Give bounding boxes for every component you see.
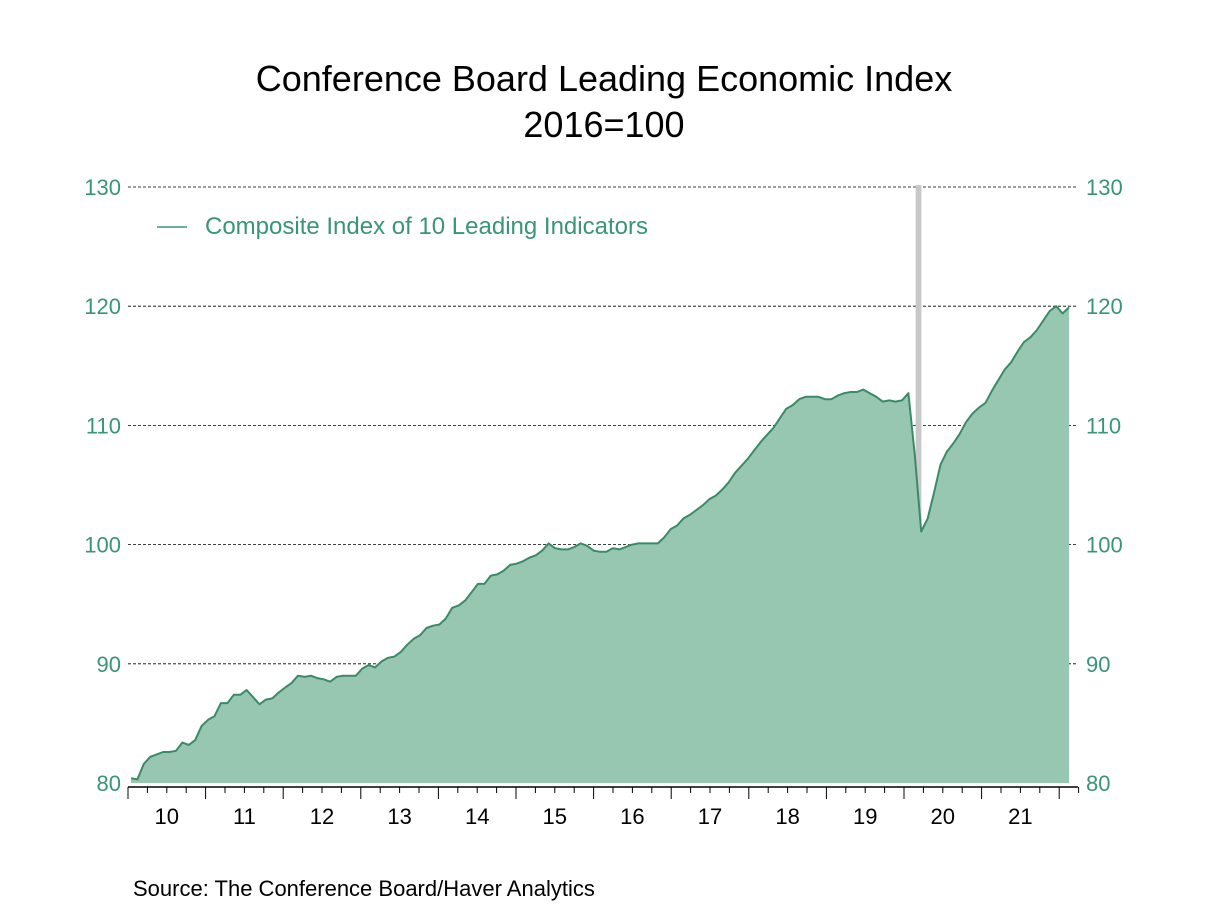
y-axis-left: 80 90 100 110 120 130	[84, 175, 121, 796]
y-tick-label-right: 100	[1086, 533, 1123, 558]
x-tick-label: 13	[387, 804, 411, 829]
y-tick-label-right: 110	[1086, 413, 1121, 438]
x-tick-label: 20	[931, 804, 955, 829]
y-tick-label-right: 80	[1086, 771, 1110, 796]
series-line	[130, 305, 1070, 781]
y-tick-label-left: 80	[97, 771, 121, 796]
x-tick-label: 17	[698, 804, 722, 829]
y-tick-label-left: 120	[84, 294, 121, 319]
series-fill	[131, 306, 1069, 783]
y-tick-label-right: 90	[1086, 652, 1110, 677]
x-tick-label: 11	[233, 804, 256, 829]
y-tick-label-left: 90	[97, 652, 121, 677]
y-axis-right: 80 90 100 110 120 130	[1086, 175, 1123, 796]
y-tick-label-right: 130	[1086, 175, 1123, 200]
chart-subtitle: 2016=100	[523, 104, 684, 145]
y-tick-label-right: 120	[1086, 294, 1123, 319]
x-tick-label: 21	[1008, 804, 1032, 829]
recession-bar	[915, 185, 922, 783]
legend: Composite Index of 10 Leading Indicators	[157, 213, 648, 240]
recession-shading	[915, 185, 922, 783]
x-tick-label: 19	[853, 804, 877, 829]
x-tick-label: 12	[310, 804, 334, 829]
x-tick-label: 10	[155, 804, 179, 829]
x-tick-label: 15	[543, 804, 567, 829]
y-tick-label-left: 130	[84, 175, 121, 200]
x-tick-label: 18	[775, 804, 799, 829]
chart-title: Conference Board Leading Economic Index	[256, 58, 952, 99]
y-tick-label-left: 100	[84, 533, 121, 558]
source-note: Source: The Conference Board/Haver Analy…	[133, 876, 595, 901]
y-tick-label-left: 110	[86, 413, 121, 438]
x-tick-label: 14	[465, 804, 489, 829]
legend-label: Composite Index of 10 Leading Indicators	[205, 213, 648, 240]
series-area	[130, 305, 1070, 783]
x-tick-label: 16	[620, 804, 644, 829]
x-axis: 10 11 12 13 14 15 16 17 18 19 20 21	[127, 786, 1080, 829]
